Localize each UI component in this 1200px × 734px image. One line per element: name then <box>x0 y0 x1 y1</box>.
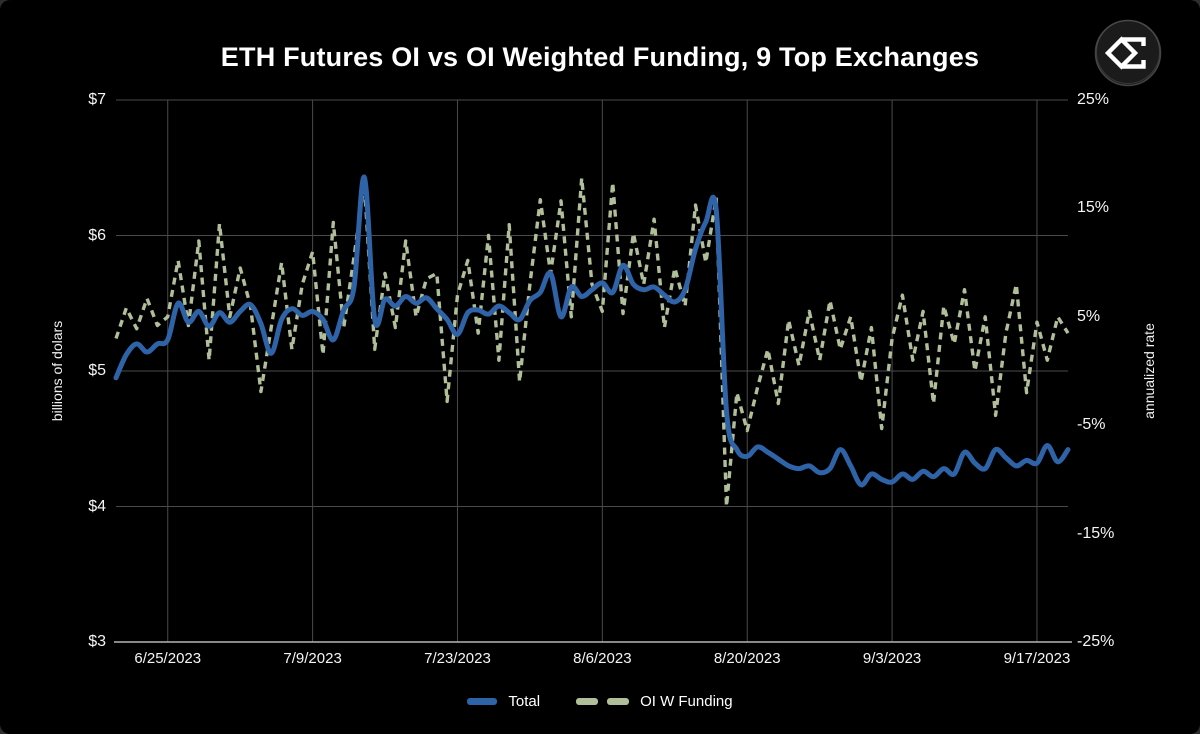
x-tick-label: 9/3/2023 <box>862 650 922 667</box>
funding-line <box>114 176 1070 509</box>
total-line-swatch <box>467 697 498 705</box>
funding-line-swatch <box>576 697 630 705</box>
chart-title: ETH Futures OI vs OI Weighted Funding, 9… <box>220 42 980 72</box>
x-tick-label: 8/20/2023 <box>713 650 781 667</box>
sigma-diamond-logo-icon <box>1094 19 1162 87</box>
y-left-tick-label: $7 <box>88 91 106 108</box>
legend-label-total: Total <box>508 692 541 710</box>
y-right-tick-label: 25% <box>1077 91 1110 108</box>
y-right-tick-label: -25% <box>1077 633 1115 650</box>
y-right-tick-label: 15% <box>1077 199 1110 217</box>
x-tick-label: 9/17/2023 <box>1003 650 1071 667</box>
y-left-tick-label: $4 <box>88 497 106 515</box>
legend-item-funding: OI W Funding <box>576 693 733 710</box>
legend: Total OI W Funding <box>0 687 1200 715</box>
total-line <box>113 174 1071 488</box>
x-tick-label: 8/6/2023 <box>573 650 632 667</box>
y-right-tick-label: 5% <box>1077 307 1101 325</box>
x-tick-label: 7/9/2023 <box>283 650 342 667</box>
y-left-tick-label: $6 <box>88 226 106 244</box>
legend-item-total: Total <box>467 693 540 710</box>
y-right-tick-label: -5% <box>1077 416 1106 434</box>
x-tick-label: 7/23/2023 <box>424 650 491 667</box>
y-left-tick-label: $3 <box>88 633 106 650</box>
y-left-tick-label: $5 <box>88 362 106 379</box>
y-right-tick-label: -15% <box>1077 524 1115 542</box>
legend-label-funding: OI W Funding <box>640 692 733 710</box>
x-tick-label: 6/25/2023 <box>134 650 202 667</box>
